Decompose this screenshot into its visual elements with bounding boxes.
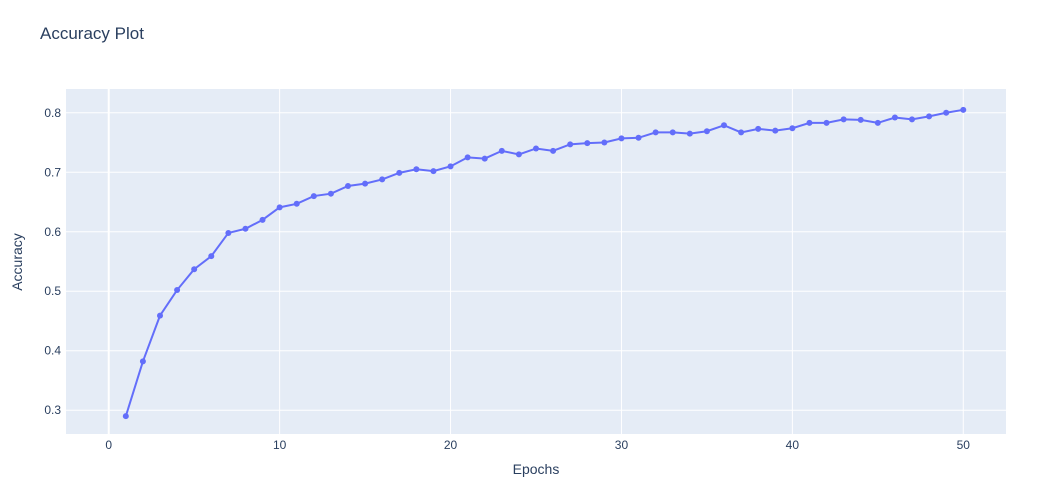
data-point: [652, 129, 659, 136]
x-tick-label: 10: [273, 438, 287, 452]
data-point: [533, 145, 539, 152]
data-point: [225, 229, 232, 236]
data-point: [259, 216, 266, 223]
data-point: [157, 312, 163, 319]
data-point: [686, 130, 693, 137]
data-point: [806, 119, 813, 126]
data-point: [943, 109, 950, 116]
data-point: [567, 141, 574, 148]
y-tick-label: 0.6: [44, 225, 61, 239]
data-point: [430, 168, 437, 175]
data-point: [481, 155, 488, 162]
data-point: [191, 266, 198, 273]
data-point: [721, 122, 727, 129]
data-point: [174, 287, 181, 294]
accuracy-series-points: [122, 106, 967, 420]
data-point: [823, 119, 830, 126]
data-point: [703, 128, 710, 135]
data-point: [601, 139, 608, 146]
x-tick-label: 30: [615, 438, 629, 452]
y-tick-label: 0.7: [44, 165, 61, 179]
y-tick-label: 0.5: [44, 284, 61, 298]
data-point: [550, 147, 557, 154]
y-axis-title: Accuracy: [9, 233, 25, 291]
data-point: [310, 193, 317, 200]
data-point: [584, 140, 591, 147]
data-point: [498, 147, 505, 154]
x-axis-title: Epochs: [513, 461, 560, 477]
data-point: [772, 127, 779, 134]
x-tick-label: 40: [786, 438, 800, 452]
data-point: [926, 113, 933, 120]
y-tick-label: 0.4: [44, 344, 61, 358]
data-point: [396, 169, 403, 176]
data-point: [755, 125, 762, 132]
x-tick-label: 50: [957, 438, 971, 452]
chart-title: Accuracy Plot: [40, 24, 144, 43]
data-point: [618, 135, 625, 142]
data-point: [960, 106, 967, 113]
data-point: [840, 116, 847, 123]
data-point: [515, 151, 522, 158]
data-point: [464, 154, 471, 161]
data-point: [909, 116, 915, 123]
data-point: [447, 163, 454, 170]
data-point: [242, 225, 249, 232]
data-point: [669, 129, 676, 136]
data-point: [738, 129, 745, 136]
x-tick-label: 0: [105, 438, 112, 452]
data-point: [857, 116, 864, 123]
data-point: [413, 166, 420, 173]
grid-lines: [66, 89, 1006, 434]
data-point: [139, 358, 146, 365]
data-point: [122, 413, 129, 420]
x-tick-label: 20: [444, 438, 458, 452]
data-point: [293, 200, 300, 207]
data-point: [789, 125, 796, 132]
y-tick-label: 0.8: [44, 106, 61, 120]
data-point: [276, 204, 283, 211]
data-point: [327, 190, 334, 197]
data-point: [635, 134, 642, 141]
data-point: [874, 119, 881, 126]
data-point: [208, 253, 215, 260]
data-point: [891, 114, 898, 121]
data-point: [379, 176, 386, 183]
plot-background: [66, 89, 1006, 434]
y-tick-label: 0.3: [44, 403, 61, 417]
data-point: [345, 182, 351, 189]
tick-labels: 0 10 20 30 40 50 0.3 0.4 0.5 0.6 0.7 0.8: [44, 106, 970, 452]
data-point: [362, 180, 369, 187]
